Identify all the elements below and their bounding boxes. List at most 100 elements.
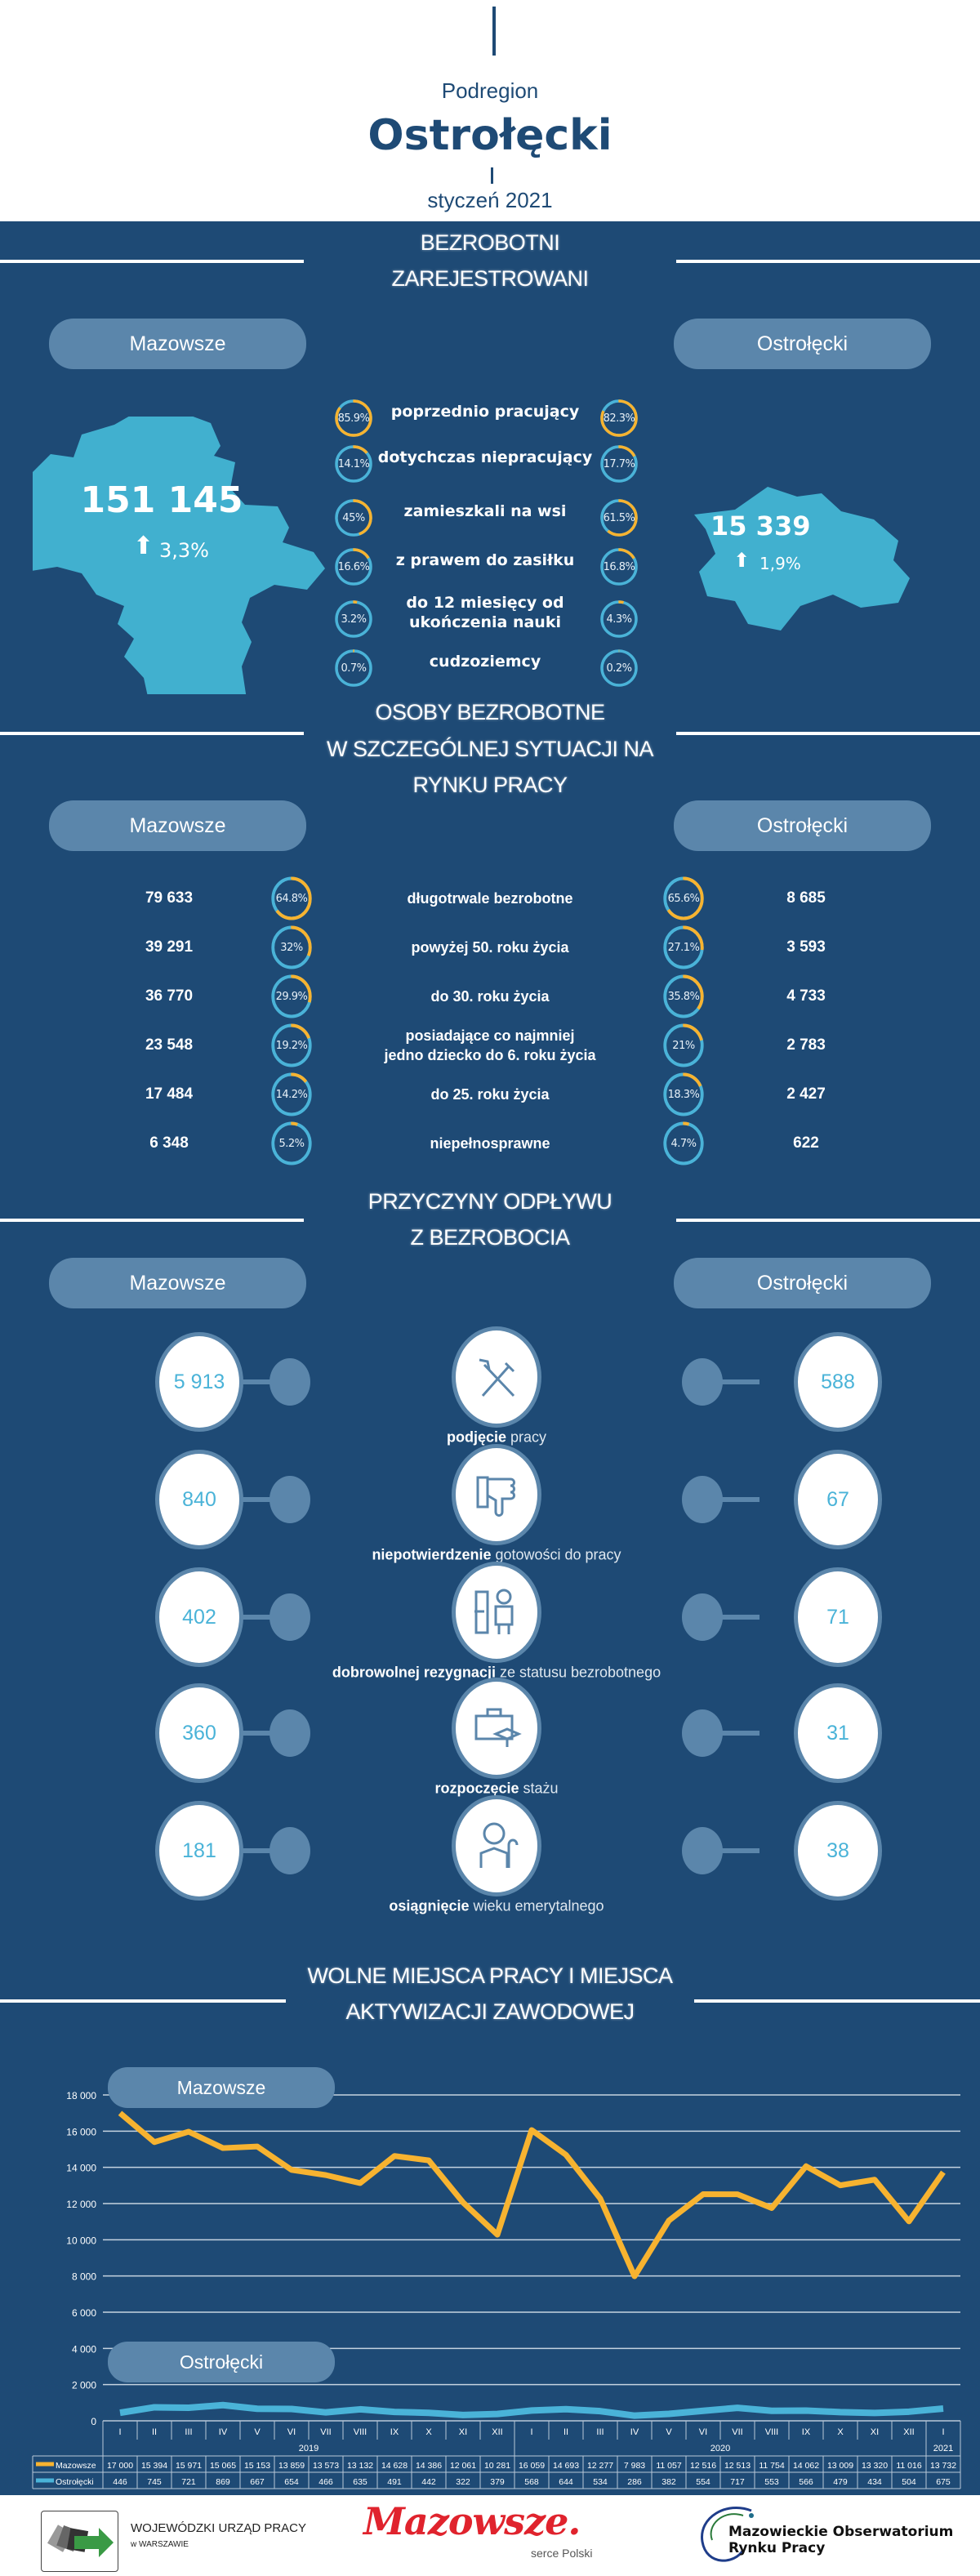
donut-ostrolecki: 4.3%: [599, 599, 639, 639]
table-cell: 12 513: [724, 2461, 751, 2471]
region-pill-mazowsze: Mazowsze: [49, 319, 306, 369]
table-cell: 15 065: [210, 2461, 236, 2471]
donut-percent: 14.1%: [334, 444, 373, 484]
table-cell: 675: [936, 2477, 951, 2487]
table-cell: 11 754: [759, 2461, 784, 2471]
table-cell: 13 132: [347, 2461, 373, 2471]
x-tick-label: X: [425, 2427, 432, 2437]
table-cell: 667: [250, 2477, 265, 2487]
legend-label: Ostrołęcki: [56, 2477, 94, 2487]
mazowsze-count: 39 291: [145, 938, 193, 956]
connector-line: [702, 1379, 760, 1384]
x-tick-label: XI: [459, 2427, 467, 2437]
donut-percent: 19.2%: [270, 1023, 313, 1068]
ostrolecki-outflow-value: 71: [794, 1567, 882, 1667]
series-line-ostrolecki: [120, 2405, 943, 2416]
donut-percent: 4.7%: [662, 1121, 705, 1166]
x-tick-label: XII: [903, 2427, 914, 2437]
table-cell: 554: [696, 2477, 710, 2487]
table-cell: 11 057: [656, 2461, 681, 2471]
category-label: do 30. roku życia: [430, 987, 549, 1006]
donut-percent: 29.9%: [270, 974, 313, 1019]
x-tick-label: IV: [219, 2427, 228, 2437]
wup-name: WOJEWÓDZKI URZĄD PRACY: [131, 2521, 306, 2535]
ostrolecki-outflow-value: 588: [794, 1332, 882, 1432]
donut-mazowsze: 14.1%: [334, 444, 373, 484]
donut-mazowsze: 14.2%: [270, 1072, 313, 1117]
x-tick-label: V: [254, 2427, 261, 2437]
y-tick-label: 16 000: [66, 2126, 96, 2137]
table-cell: 566: [799, 2477, 813, 2487]
table-cell: 379: [490, 2477, 505, 2487]
table-cell: 13 732: [930, 2461, 956, 2471]
connector-dot: [270, 1476, 310, 1523]
table-cell: 568: [524, 2477, 539, 2487]
table-cell: 491: [387, 2477, 402, 2487]
ostrolecki-outflow-value: 31: [794, 1683, 882, 1783]
ostrolecki-change: 1,9%: [760, 554, 801, 573]
section-title-line1: BEZROBOTNI: [421, 230, 560, 256]
donut-mazowsze: 45%: [334, 498, 373, 537]
mazowsze-count: 36 770: [145, 987, 193, 1005]
table-cell: 745: [147, 2477, 162, 2487]
y-tick-label: 12 000: [66, 2199, 96, 2210]
year-label: 2021: [933, 2444, 953, 2453]
table-cell: 869: [216, 2477, 230, 2487]
y-tick-label: 6 000: [72, 2307, 96, 2319]
reason-rest: gotowości do pracy: [491, 1547, 621, 1563]
donut-percent: 0.7%: [334, 648, 373, 688]
table-cell: 479: [833, 2477, 848, 2487]
x-tick-label: VI: [287, 2427, 296, 2437]
x-tick-label: I: [118, 2427, 121, 2437]
x-tick-label: II: [152, 2427, 157, 2437]
ostrolecki-count: 2 427: [786, 1085, 826, 1103]
donut-percent: 27.1%: [662, 925, 705, 970]
section-title-line1: PRZYCZYNY ODPŁYWU: [368, 1189, 612, 1214]
divider-right: [676, 260, 980, 263]
donut-percent: 65.6%: [662, 876, 705, 921]
table-cell: 12 277: [587, 2461, 613, 2471]
year-label: 2020: [710, 2444, 730, 2453]
x-tick-label: VII: [732, 2427, 742, 2437]
y-tick-label: 2 000: [72, 2380, 96, 2391]
y-tick-label: 0: [91, 2416, 96, 2427]
connector-dot: [270, 1358, 310, 1406]
x-tick-label: II: [564, 2427, 568, 2437]
x-tick-label: III: [185, 2427, 192, 2437]
outflow-reason: osiągnięcie wieku emerytalnego: [389, 1898, 604, 1915]
elderly-person-icon: [452, 1795, 541, 1896]
x-tick-label: X: [837, 2427, 844, 2437]
donut-ostrolecki: 16.8%: [599, 547, 639, 586]
donut-percent: 14.2%: [270, 1072, 313, 1117]
header-top-line: [492, 7, 496, 56]
donut-percent: 32%: [270, 925, 313, 970]
reason-bold: osiągnięcie: [389, 1898, 469, 1914]
x-tick-label: III: [596, 2427, 604, 2437]
table-cell: 286: [627, 2477, 642, 2487]
divider-left: [0, 1999, 286, 2003]
x-tick-label: VIII: [765, 2427, 779, 2437]
donut-mazowsze: 0.7%: [334, 648, 373, 688]
table-cell: 14 062: [793, 2461, 819, 2471]
donut-percent: 35.8%: [662, 974, 705, 1019]
x-tick-label: VII: [320, 2427, 331, 2437]
section-title-line2: W SZCZEGÓLNEJ SYTUACJI NA: [327, 737, 653, 762]
y-tick-label: 8 000: [72, 2271, 96, 2283]
region-pill-ostrolecki: Ostrołęcki: [674, 800, 931, 851]
region-pill-ostrolecki: Ostrołęcki: [674, 1258, 931, 1308]
section-title-line2: AKTYWIZACJI ZAWODOWEJ: [346, 1999, 635, 2025]
chart-pill-mazowsze: Mazowsze: [108, 2067, 335, 2108]
y-tick-label: 18 000: [66, 2090, 96, 2101]
table-cell: 13 320: [862, 2461, 888, 2471]
header-mid-line: [491, 167, 493, 184]
donut-ostrolecki: 65.6%: [662, 876, 705, 921]
donut-percent: 16.8%: [599, 547, 639, 586]
x-tick-label: V: [666, 2427, 672, 2437]
ostrolecki-outflow-value: 67: [794, 1450, 882, 1549]
reason-rest: ze statusu bezrobotnego: [496, 1665, 661, 1681]
ostrolecki-outflow-value: 38: [794, 1801, 882, 1901]
table-cell: 635: [353, 2477, 368, 2487]
observatory-name-line2: Rynku Pracy: [728, 2540, 825, 2556]
table-cell: 553: [764, 2477, 779, 2487]
x-tick-label: XI: [871, 2427, 879, 2437]
